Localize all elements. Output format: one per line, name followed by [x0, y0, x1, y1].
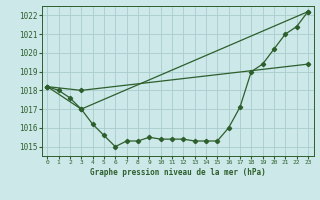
X-axis label: Graphe pression niveau de la mer (hPa): Graphe pression niveau de la mer (hPa) [90, 168, 266, 177]
